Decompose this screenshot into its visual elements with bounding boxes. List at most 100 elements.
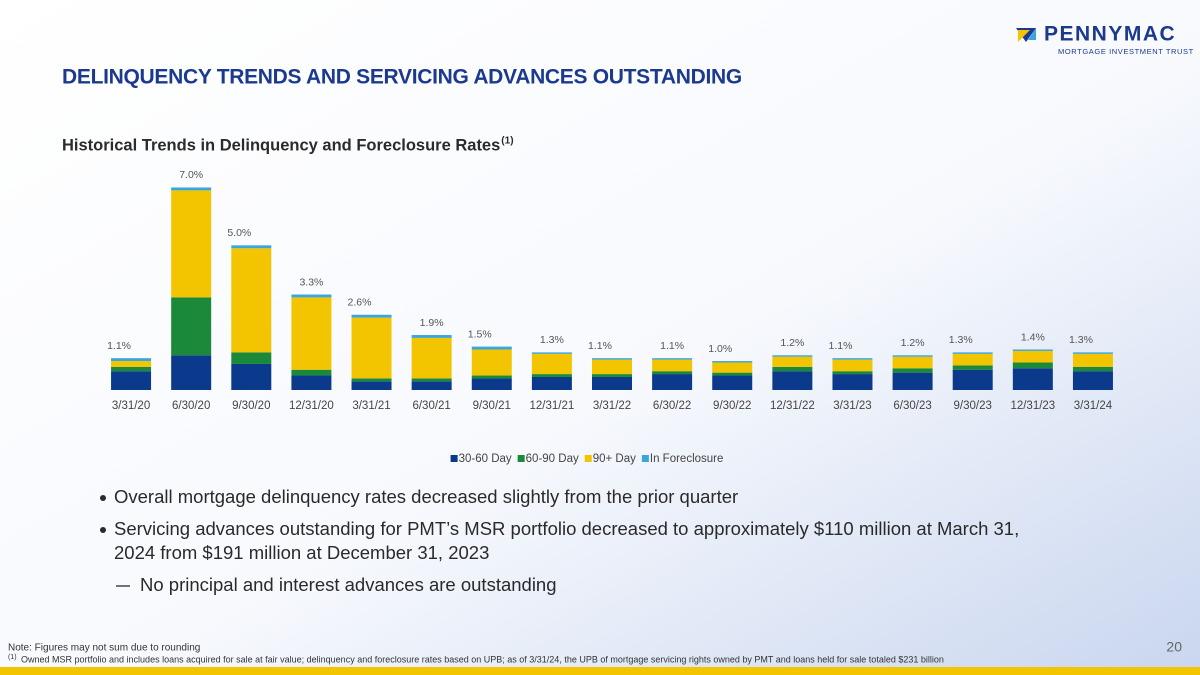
bar-segment [892,372,933,390]
bar-segment [712,372,753,376]
legend-label: 60-90 Day [526,453,579,465]
total-label: 1.1% [829,340,853,352]
bar-segment [351,317,392,379]
legend-swatch [584,455,592,462]
total-label: 1.3% [540,334,564,346]
bar-segment [231,363,272,390]
legend: 30-60 Day 60-90 Day 90+ Day In Foreclosure [450,453,724,465]
bar-segment [531,352,572,354]
logo-icon [1028,28,1036,40]
bar-segment [471,378,512,390]
bar-segment [471,349,512,376]
bar-segment [171,190,212,298]
total-label: 1.1% [107,340,131,352]
x-tick-label: 3/31/24 [1074,400,1113,412]
bullet-dot [100,495,106,501]
bar-segment [531,374,572,377]
bar-segment [171,355,212,390]
bar-segment [1072,352,1113,354]
logo-tagline: MORTGAGE INVESTMENT TRUST [1058,47,1194,56]
bar-segment [832,358,873,360]
x-tick-label: 12/31/21 [529,400,574,412]
bar-segment [892,356,933,369]
bar-segment [712,361,753,363]
chart-title: Historical Trends in Delinquency and For… [62,136,500,154]
bar-segment [291,297,332,370]
total-label: 1.5% [468,328,492,340]
total-label: 1.2% [901,337,925,349]
bar-segment [1072,366,1113,372]
legend-swatch [641,455,649,462]
bar-segment [952,369,993,390]
x-tick-label: 6/30/23 [893,400,931,412]
x-tick-label: 6/30/21 [412,400,450,412]
bar-segment [832,359,873,372]
total-label: 1.0% [708,343,732,355]
bar-segment [652,358,693,360]
bullet-dot [100,527,106,533]
total-label: 1.3% [949,334,973,346]
x-tick-label: 9/30/20 [232,400,270,412]
bar-segment [712,362,753,373]
bullet-text: Servicing advances outstanding for PMT’s… [114,518,1019,539]
bar-segment [171,297,212,356]
legend-label: In Foreclosure [650,453,724,465]
slide-title: DELINQUENCY TRENDS AND SERVICING ADVANCE… [62,66,742,89]
bullet-text: Overall mortgage delinquency rates decre… [114,486,738,507]
chart-title-note: (1) [501,136,513,147]
bar-segment [231,352,272,364]
bottom-stripe [0,667,1200,675]
x-tick-label: 9/30/22 [713,400,751,412]
logo-icon [1018,30,1030,42]
bar-segment [832,371,873,375]
bar-segment [772,366,813,372]
bar-segment [592,358,632,360]
sub-bullet-text: No principal and interest advances are o… [140,574,557,595]
total-label: 1.4% [1021,331,1045,343]
x-tick-label: 3/31/20 [112,400,150,412]
x-tick-label: 3/31/21 [352,400,390,412]
bar-segment [652,371,693,375]
logo-name: PENNYMAC [1044,23,1176,46]
x-tick-label: 6/30/20 [172,400,210,412]
bar-segment [1012,368,1053,390]
bar-segment [471,346,512,350]
total-label: 1.3% [1069,334,1093,346]
footnote: Owned MSR portfolio and includes loans a… [21,654,944,664]
bar-segment [471,375,512,379]
bullet-text: 2024 from $191 million at December 31, 2… [114,542,489,563]
bar-segment [1012,362,1053,369]
bar-segment [171,187,212,191]
bar-segment [592,359,632,375]
bar-segment [291,369,332,376]
bar-segment [712,375,753,390]
x-tick-label: 6/30/22 [653,400,691,412]
legend-swatch [450,455,458,462]
bar-segment [772,356,813,367]
total-label: 3.3% [299,276,323,288]
bar-segment [411,381,452,390]
bar-segment [111,358,152,362]
bar-segment [892,368,933,373]
x-tick-label: 3/31/23 [833,400,871,412]
x-tick-label: 9/30/23 [954,400,992,412]
bar-segment [351,381,392,390]
bar-segment [892,355,933,357]
bar-segment [832,374,873,390]
bar-segment [351,314,392,318]
x-tick-label: 12/31/23 [1010,400,1055,412]
total-label: 1.9% [420,317,444,329]
bar-segment [291,294,332,298]
bar-segment [1012,350,1053,363]
total-label: 2.6% [348,297,372,309]
bar-segment [531,376,572,390]
footnote-marker: (1) [8,654,17,661]
total-label: 1.1% [660,340,684,352]
bar-segment [592,374,632,377]
bar-segment [952,352,993,354]
x-tick-label: 12/31/22 [770,400,815,412]
bar-segment [231,245,272,249]
total-label: 7.0% [179,169,203,181]
